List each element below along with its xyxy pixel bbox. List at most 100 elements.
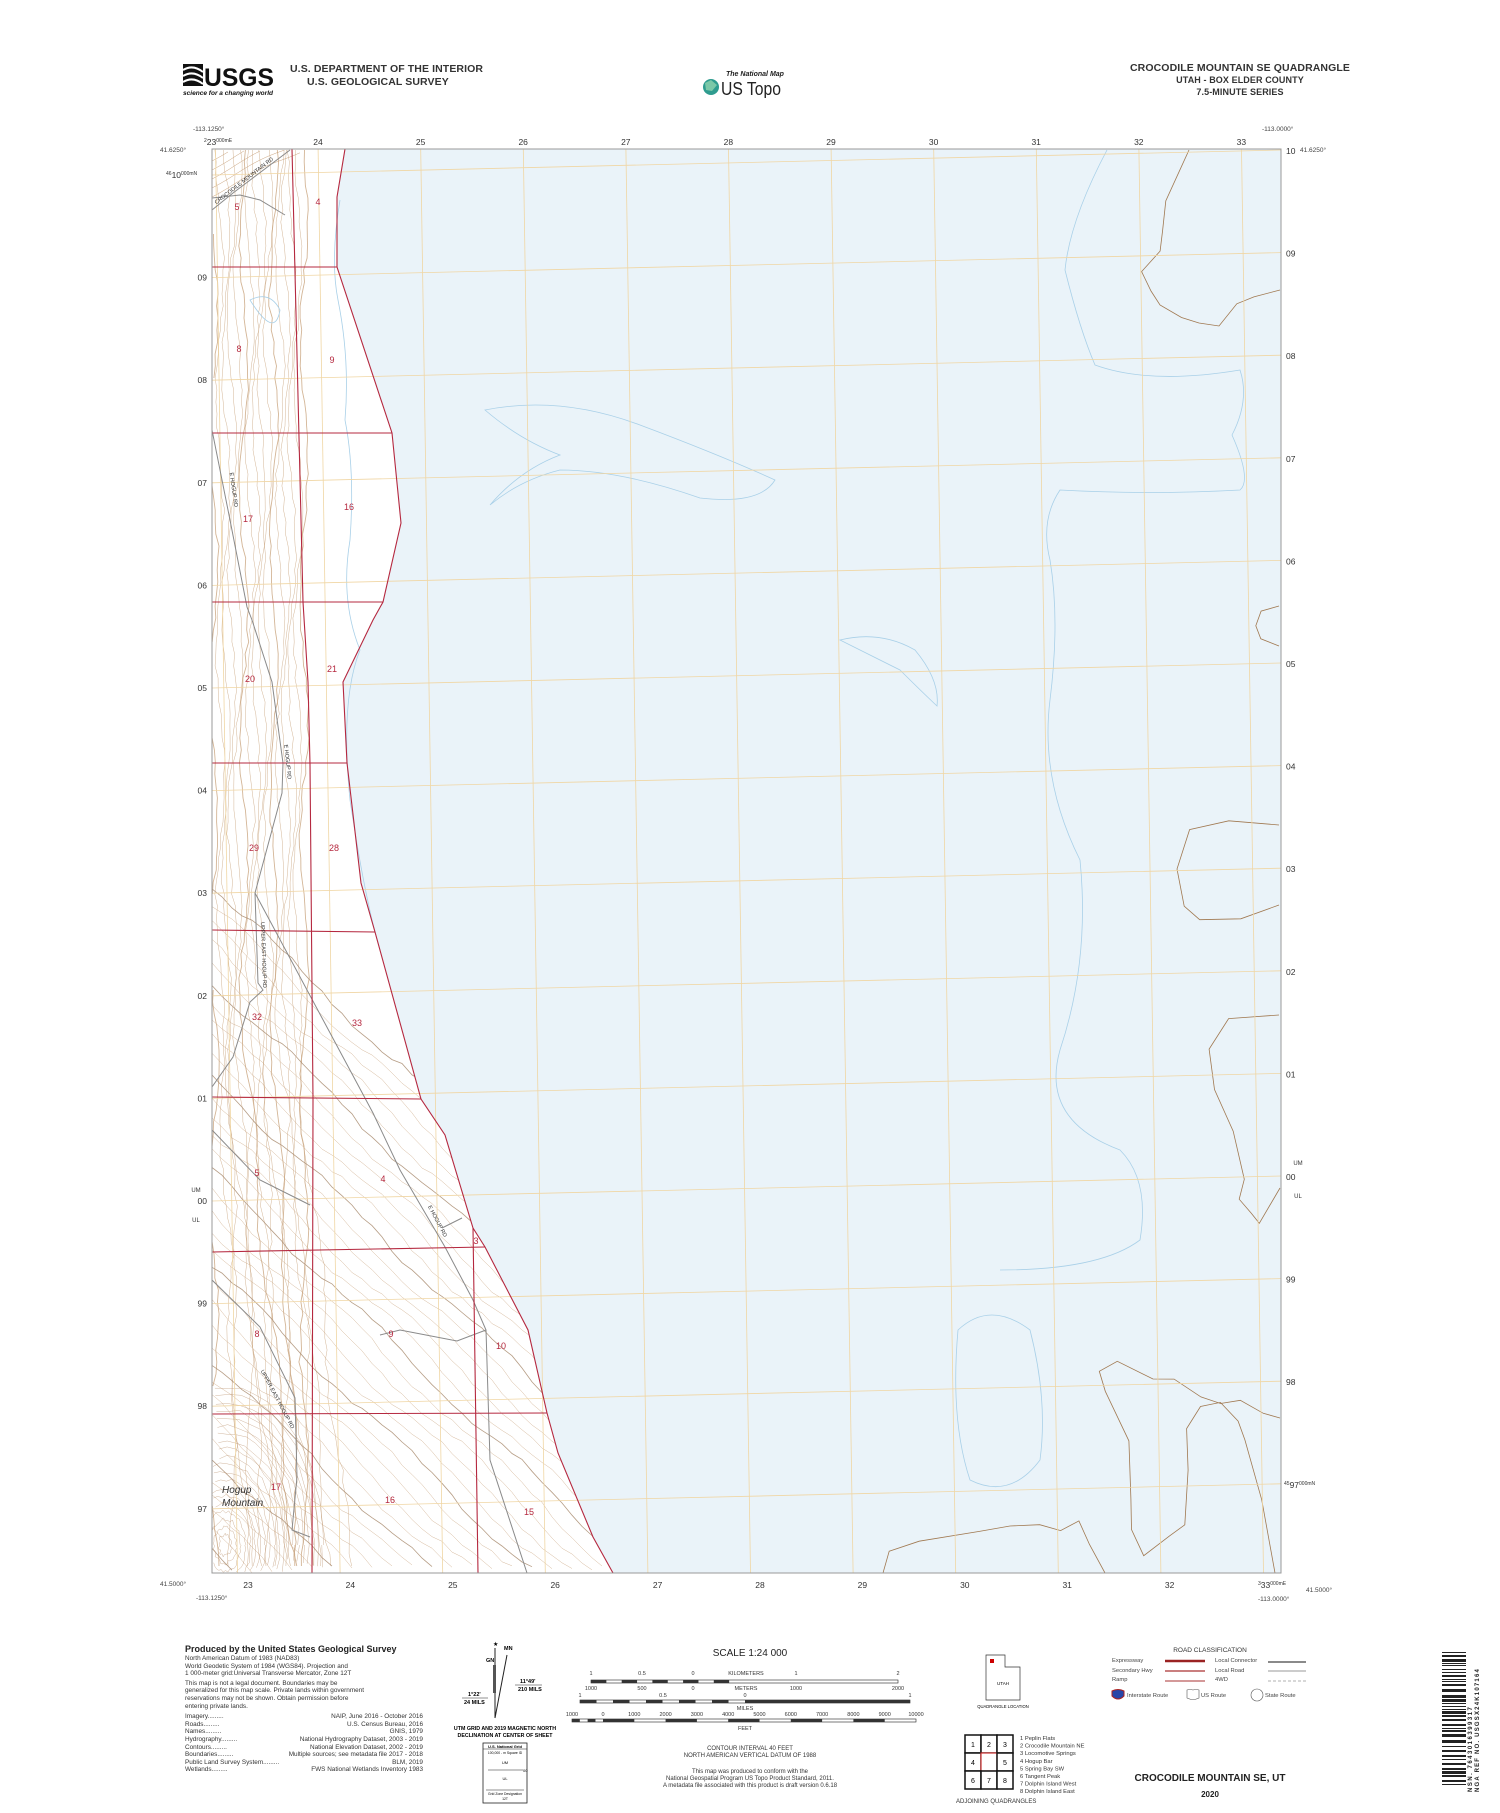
legend-secondary-hwy: Secondary Hwy [1112,1668,1153,1674]
magnetic-mils: 210 MILS [518,1687,542,1693]
section-number: 17 [243,514,253,524]
section-number: 8 [236,344,241,354]
contour-line [212,1347,453,1568]
mile-label: MILES [737,1706,754,1712]
source-row: Contours......... National Elevation Data… [185,1744,425,1752]
adjoining-caption: ADJOINING QUADRANGLES [956,1799,1036,1805]
mile-tick: 1 [908,1693,911,1699]
place-name-hogup: Hogup [222,1485,252,1496]
contour-line [212,151,229,162]
northing-label-first: 4610000mN [166,170,198,180]
barcode-bar [1442,1768,1466,1770]
contour-line [215,1394,319,1567]
northing-label-left: 98 [198,1401,208,1411]
scale-segment [572,1719,580,1722]
datum-line: 1 000-meter grid:Universal Transverse Me… [185,1670,352,1678]
scale-segment [652,1680,668,1683]
barcode-bar [1442,1695,1466,1698]
datum-line: World Geodetic System of 1984 (WGS84). P… [185,1662,348,1670]
grid-line-easting [317,149,341,1573]
northing-label-left: 97 [198,1504,208,1514]
adjoining-quad-name: 3 Locomotive Springs [1020,1751,1076,1757]
barcode-bar [1442,1759,1466,1760]
easting-label-bottom: 32 [1165,1580,1175,1590]
source-name: Hydrography......... [185,1735,238,1743]
northing-label-left: 07 [198,478,208,488]
grid-line-northing [212,149,1281,176]
section-number: 10 [496,1341,506,1351]
section-line [336,149,614,1573]
department-name: U.S. DEPARTMENT OF THE INTERIOR [290,63,484,75]
adjoining-quad-number: 7 [987,1778,991,1785]
contour-line [212,1494,293,1571]
northing-label-left: 09 [198,273,208,283]
contour-line [212,1509,273,1572]
grid-north-arrow [493,1665,496,1693]
contour-line [216,1418,305,1563]
grid-tick-labels: 223000mE 333000mE 4610000mN 4597000mN 24… [166,137,1316,1590]
corner-bottom-right-lon: -113.0000° [1258,1595,1290,1603]
barcode-bar [1442,1681,1466,1682]
easting-label-top: 28 [724,137,734,147]
declination-caption: DECLINATION AT CENTER OF SHEET [458,1733,554,1739]
contour-line [212,1394,393,1567]
contour-line [219,1455,281,1570]
road [212,149,291,211]
contour-line [212,1517,242,1573]
source-row: Public Land Survey System......... BLM, 2… [185,1759,425,1767]
barcode-bar [1442,1659,1466,1662]
mudflat-contour [1176,820,1280,921]
quad-location-caption: QUADRANGLE LOCATION [977,1704,1029,1709]
barcode: NSN. 7643016399317 NGA REF NO. USGSX24K1… [1442,1652,1481,1792]
northing-label-left: 01 [198,1093,208,1103]
mudflat-contour [1141,149,1281,327]
northing-label-right: 00 [1286,1172,1296,1182]
corner-bottom-left-lat: 41.5000° [160,1580,186,1588]
usng-gzd: 12T [502,1797,508,1801]
source-row: Imagery......... NAIP, June 2016 - Octobe… [185,1713,425,1721]
contour-line [250,149,287,1567]
series-label: 7.5-MINUTE SERIES [1196,87,1284,97]
barcode-bar [1442,1724,1466,1726]
adjoining-quad-number: 6 [971,1778,975,1785]
adjoining-quad-number: 8 [1003,1778,1007,1785]
source-value: GNIS, 1979 [389,1728,423,1736]
source-row: Names......... GNIS, 1979 [185,1728,425,1736]
easting-label-top: 25 [416,137,426,147]
corner-top-right-lon: -113.0000° [1262,125,1294,133]
section-number: 21 [327,664,337,674]
contour-line [292,149,352,1567]
legend-us-route: US Route [1201,1693,1226,1699]
adjoining-quad-number: 1 [971,1742,975,1749]
km-tick: 0.5 [638,1671,646,1677]
easting-label-last: 333000mE [1258,1580,1287,1590]
mile-tick: 0 [743,1693,746,1699]
northing-label-left: 03 [198,888,208,898]
km-tick: 1 [589,1671,592,1677]
source-name: Contours......... [185,1743,227,1751]
easting-first-suffix: 000mE [216,138,233,144]
road [441,1217,463,1229]
contour-line [217,1424,300,1562]
meter-label: METERS [735,1686,758,1692]
source-row: Roads......... U.S. Census Bureau, 2016 [185,1721,425,1729]
easting-label-bottom: 30 [960,1580,970,1590]
barcode-bars [1442,1652,1466,1785]
contour-line [212,1266,533,1568]
contour-lines [212,149,613,1573]
barcode-bar [1442,1763,1466,1765]
contour-line [212,1509,247,1573]
km-tick: 2 [896,1671,899,1677]
easting-last-value: 33 [1261,1580,1271,1590]
scale-segment [728,1719,760,1722]
section-number: 8 [254,1329,259,1339]
contour-line [213,1471,271,1565]
road [212,194,286,216]
scale-segment [683,1680,699,1683]
usng-box: U.S. National Grid 100,000 - m Square ID… [482,1742,528,1804]
source-name: Wetlands......... [185,1766,228,1774]
source-name: Public Land Survey System......... [185,1758,280,1766]
grid-line-easting [522,149,546,1573]
